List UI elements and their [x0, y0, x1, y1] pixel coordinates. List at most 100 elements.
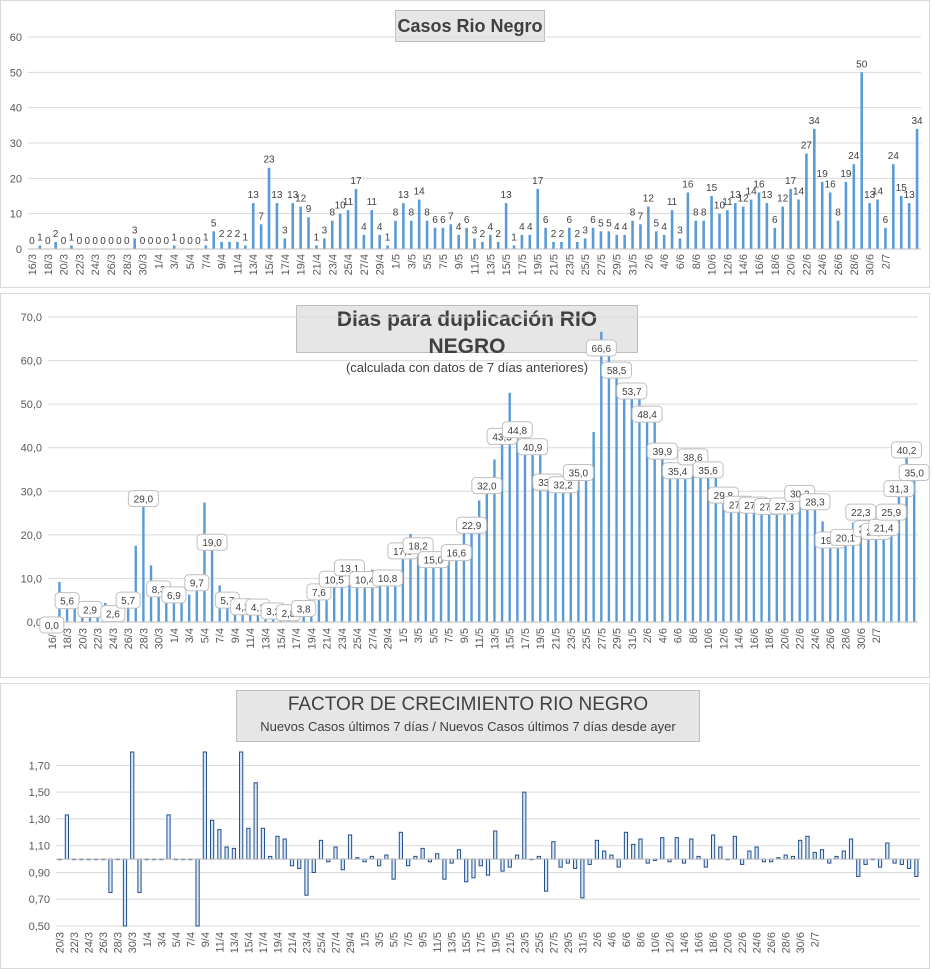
data-label: 2	[495, 229, 501, 240]
bar	[514, 854, 520, 860]
data-label: 16	[825, 179, 837, 190]
bar	[703, 858, 708, 868]
x-tick-label: 28/3	[138, 628, 150, 649]
data-label-box	[562, 464, 594, 481]
bar	[340, 569, 344, 622]
bar	[462, 530, 466, 622]
bar	[330, 220, 334, 249]
x-tick-label: 1/5	[360, 932, 372, 947]
bar	[544, 227, 547, 249]
data-label: 0	[108, 236, 114, 247]
bar	[752, 502, 756, 622]
data-label-box	[54, 592, 80, 610]
bar	[539, 447, 542, 622]
bar	[684, 464, 687, 622]
bar	[674, 837, 679, 860]
bar	[848, 838, 854, 860]
bar	[775, 504, 779, 622]
bar	[661, 448, 664, 622]
bar	[860, 72, 864, 249]
x-tick-label: 30/3	[127, 932, 139, 953]
x-tick-label: 2/7	[871, 628, 883, 643]
bar	[362, 234, 366, 249]
x-tick-label: 1/4	[142, 932, 154, 947]
bar	[706, 466, 710, 622]
x-tick-label: 23/5	[566, 628, 578, 649]
bar	[340, 858, 345, 871]
data-label: 13	[271, 190, 283, 201]
x-tick-label: 4/6	[657, 628, 669, 643]
bar	[749, 199, 753, 249]
bar	[297, 858, 302, 869]
bar	[172, 245, 176, 249]
data-label: 0	[29, 236, 35, 247]
data-label: 15	[896, 183, 908, 194]
x-tick-label: 24/3	[108, 628, 120, 649]
data-label: 2	[219, 229, 225, 240]
data-label: 13,1	[340, 564, 360, 575]
x-tick-label: 3/5	[413, 628, 425, 643]
bar	[773, 227, 777, 249]
x-tick-label: 16/6	[749, 628, 761, 649]
bar	[307, 217, 310, 249]
bar	[70, 245, 73, 249]
bar	[694, 220, 698, 249]
x-tick-label: 19/4	[296, 254, 308, 275]
bar	[892, 858, 897, 864]
bar	[575, 241, 579, 249]
x-tick-label: 13/5	[489, 628, 501, 649]
bar	[828, 192, 832, 249]
x-tick-label: 8/6	[691, 254, 703, 269]
bar	[536, 188, 540, 249]
x-tick-label: 26/3	[98, 932, 110, 953]
data-label: 10,5	[324, 575, 344, 586]
x-tick-label: 7/5	[444, 628, 456, 643]
bar	[172, 591, 176, 622]
data-label-box	[127, 490, 159, 508]
chart-title-factor: FACTOR DE CRECIMIENTO RIO NEGRO Nuevos C…	[236, 690, 700, 742]
x-tick-label: 15/4	[276, 628, 288, 649]
bar	[217, 829, 222, 860]
data-label: 22,3	[851, 508, 871, 519]
bar	[315, 245, 318, 249]
x-tick-label: 14/6	[734, 628, 746, 649]
x-tick-label: 30/3	[154, 628, 166, 649]
data-label: 12	[738, 194, 750, 205]
data-label: 12	[777, 194, 789, 205]
bar	[386, 574, 389, 622]
chart-title-duplicacion: Dias para duplicación RIO NEGRO (calcula…	[296, 305, 638, 375]
bar	[210, 539, 214, 622]
data-label: 8	[393, 208, 399, 219]
bar	[391, 858, 396, 880]
x-tick-label: 20/3	[59, 254, 71, 275]
bar	[457, 234, 460, 249]
y-tick-label: 0,0	[27, 617, 42, 629]
data-label: 4	[488, 222, 494, 233]
bar	[868, 203, 871, 249]
bar	[813, 498, 817, 622]
bar	[668, 462, 672, 622]
data-label: 2	[559, 229, 565, 240]
bar	[645, 858, 650, 864]
bar	[134, 545, 137, 622]
bar	[447, 554, 450, 622]
data-label: 24	[888, 151, 900, 162]
bar	[165, 591, 168, 622]
bar	[912, 469, 916, 622]
data-label: 1	[243, 232, 249, 243]
bar	[401, 547, 405, 622]
x-tick-label: 26/6	[766, 932, 778, 953]
data-label: 38,6	[683, 453, 703, 464]
x-tick-label: 16/6	[754, 254, 766, 275]
x-tick-label: 11/4	[232, 254, 244, 275]
x-tick-label: 29/5	[563, 932, 575, 953]
bar	[317, 588, 321, 622]
bar	[789, 188, 792, 249]
bar	[551, 841, 556, 860]
bar	[435, 853, 440, 860]
x-tick-label: 31/5	[577, 932, 589, 953]
data-label: 4,2	[236, 603, 250, 614]
data-label: 13	[248, 190, 260, 201]
x-tick-label: 28/3	[113, 932, 125, 953]
bar	[338, 213, 342, 249]
